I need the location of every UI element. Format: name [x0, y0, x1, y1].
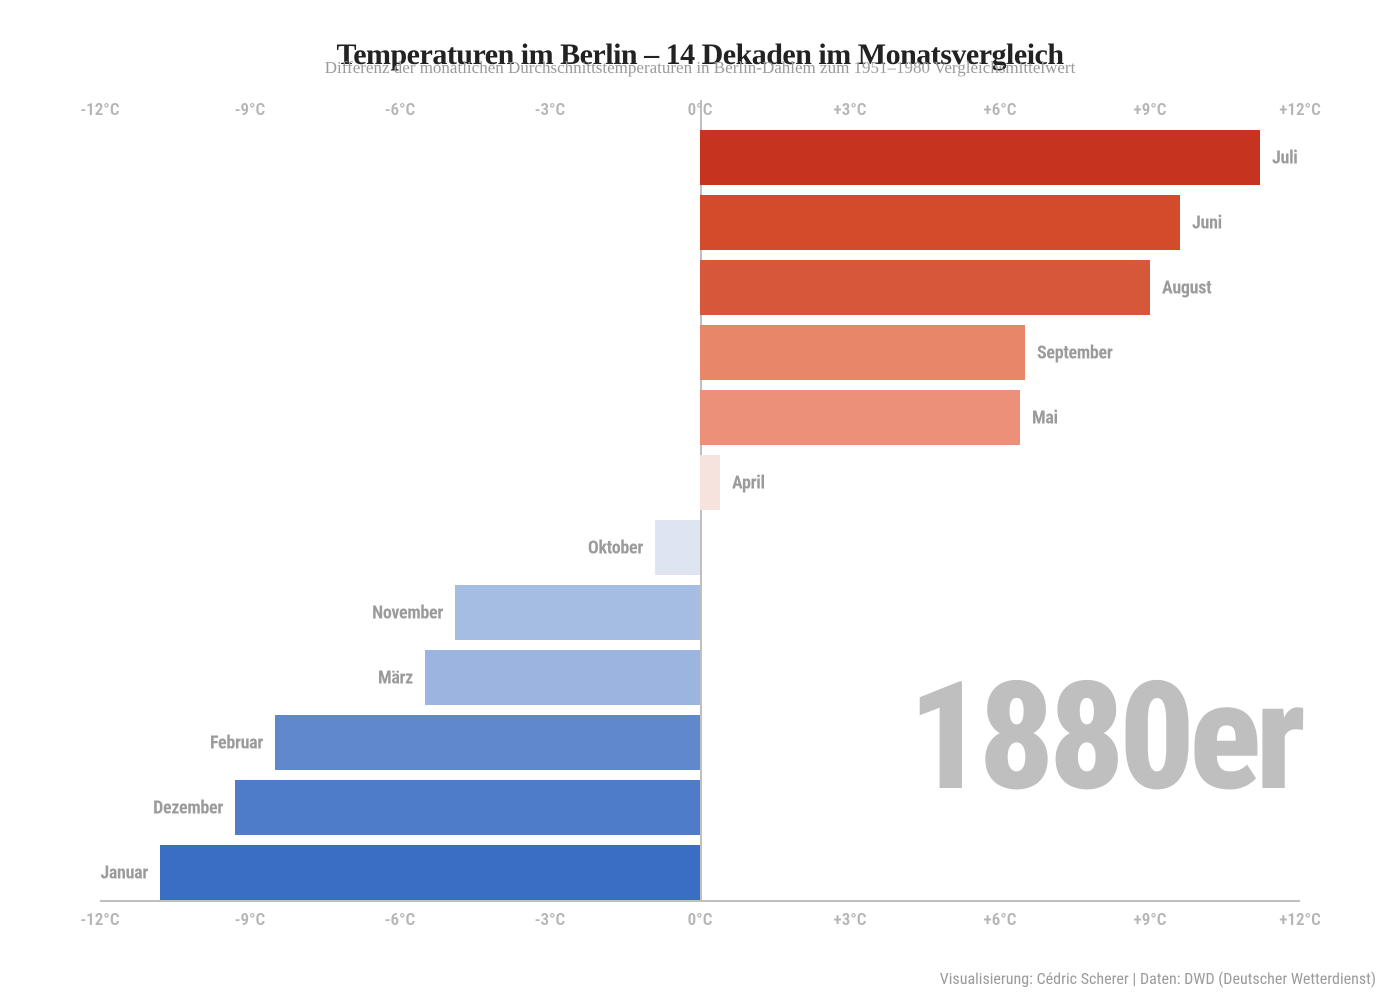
bar: [425, 650, 700, 705]
x-tick-label: -12°C: [80, 910, 119, 930]
x-tick-label: +9°C: [1134, 910, 1167, 930]
bar: [700, 130, 1260, 185]
bar-row: Oktober: [100, 520, 1300, 575]
bar-label: September: [1037, 342, 1113, 363]
x-tick-label: 0°C: [688, 910, 713, 930]
x-tick-label: +9°C: [1134, 100, 1167, 120]
decade-watermark: 1880er: [908, 662, 1300, 812]
bar-label: März: [378, 667, 413, 688]
x-tick-label: +3°C: [834, 910, 867, 930]
x-tick-label: -6°C: [385, 910, 415, 930]
bar-label: Mai: [1032, 407, 1058, 428]
bar: [700, 260, 1150, 315]
bar-row: November: [100, 585, 1300, 640]
chart-subtitle: Differenz der monatlichen Durchschnittst…: [0, 58, 1400, 78]
bar: [455, 585, 700, 640]
bar-row: September: [100, 325, 1300, 380]
bar-row: Juli: [100, 130, 1300, 185]
x-tick-label: +6°C: [984, 100, 1017, 120]
x-tick-label: +12°C: [1279, 100, 1321, 120]
x-tick-label: -3°C: [535, 100, 565, 120]
x-tick-label: -6°C: [385, 100, 415, 120]
bar-row: Januar: [100, 845, 1300, 900]
x-tick-label: -3°C: [535, 910, 565, 930]
bar: [700, 390, 1020, 445]
bar: [700, 325, 1025, 380]
bar-label: August: [1162, 277, 1211, 298]
bar: [160, 845, 700, 900]
bar-label: April: [732, 472, 765, 493]
bar: [700, 195, 1180, 250]
bar-row: April: [100, 455, 1300, 510]
x-tick-label: +12°C: [1279, 910, 1321, 930]
bar-label: Juni: [1192, 212, 1222, 233]
bar-label: Februar: [210, 732, 263, 753]
bar-label: Oktober: [588, 537, 643, 558]
bar-row: Mai: [100, 390, 1300, 445]
x-tick-label: -12°C: [80, 100, 119, 120]
bar-row: August: [100, 260, 1300, 315]
bar: [655, 520, 700, 575]
bar: [235, 780, 700, 835]
x-tick-label: +6°C: [984, 910, 1017, 930]
x-tick-label: -9°C: [235, 100, 265, 120]
credit-line: Visualisierung: Cédric Scherer | Daten: …: [940, 969, 1376, 988]
bar-label: Januar: [100, 862, 148, 883]
x-tick-label: +3°C: [834, 100, 867, 120]
plot-area: -12°C-9°C-6°C-3°C0°C+3°C+6°C+9°C+12°C Ju…: [100, 130, 1300, 902]
bar-row: Juni: [100, 195, 1300, 250]
bar: [700, 455, 720, 510]
x-tick-label: -9°C: [235, 910, 265, 930]
bar: [275, 715, 700, 770]
bar-label: Dezember: [153, 797, 223, 818]
bar-label: November: [372, 602, 443, 623]
x-tick-label: 0°C: [688, 100, 713, 120]
bar-label: Juli: [1272, 147, 1298, 168]
